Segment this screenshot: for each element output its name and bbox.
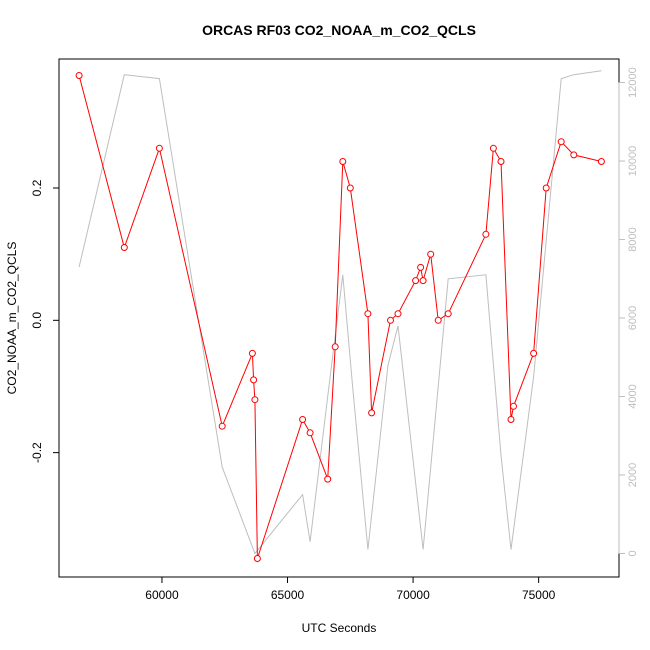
x-tick-label: 75000 [522, 588, 556, 602]
data-point [346, 184, 354, 192]
data-point [75, 72, 83, 79]
data-point [597, 158, 605, 165]
y2-tick-label: 6000 [627, 306, 639, 330]
y2-tick-label: 0 [627, 550, 639, 556]
data-point [368, 409, 376, 417]
data-point [507, 416, 515, 423]
data-point [253, 555, 261, 562]
data-point [299, 416, 307, 423]
data-point [557, 138, 565, 146]
data-point [482, 230, 490, 238]
data-point [497, 158, 505, 165]
co2-difference-series-line [78, 75, 602, 559]
data-point [412, 277, 420, 285]
y-tick-label: -0.2 [30, 442, 44, 463]
data-point [218, 422, 226, 430]
data-point [331, 343, 339, 351]
data-point [427, 250, 435, 258]
data-point [120, 244, 128, 251]
x-axis-label: UTC Seconds [302, 621, 377, 635]
y2-tick-label: 10000 [627, 146, 639, 177]
data-point [324, 475, 332, 483]
x-tick-label: 65000 [271, 588, 305, 602]
chart-title: ORCAS RF03 CO2_NOAA_m_CO2_QCLS [202, 22, 476, 38]
x-tick-label: 70000 [396, 588, 430, 602]
data-point [417, 263, 425, 271]
data-point [387, 316, 394, 324]
data-point [570, 151, 578, 159]
data-point [530, 349, 538, 357]
x-tick-label: 60000 [145, 588, 179, 602]
y2-tick-label: 4000 [627, 384, 639, 408]
data-point [444, 310, 452, 318]
data-point [251, 396, 259, 404]
altitude-series-line [78, 70, 602, 555]
y-axis-label: CO2_NOAA_m_CO2_QCLS [5, 242, 19, 395]
data-point [155, 144, 163, 152]
data-point [339, 158, 347, 165]
data-point [434, 316, 442, 324]
data-point [419, 277, 427, 285]
data-point [510, 402, 517, 410]
axes-layer: 60000 65000 70000 75000 -0.2 0.0 0.2 0 2000 4000 6… [30, 67, 639, 602]
data-point [394, 310, 402, 318]
y2-tick-label: 8000 [627, 227, 639, 251]
y-tick-label: 0.0 [30, 312, 44, 329]
data-point [542, 184, 550, 192]
y2-tick-label: 12000 [627, 67, 639, 98]
data-point [489, 144, 497, 152]
data-point [250, 376, 258, 384]
series-layer [75, 70, 605, 562]
data-point [248, 349, 256, 357]
y-tick-label: 0.2 [30, 179, 44, 196]
data-point [306, 429, 314, 437]
y2-tick-label: 2000 [627, 463, 639, 487]
data-point [364, 310, 372, 318]
